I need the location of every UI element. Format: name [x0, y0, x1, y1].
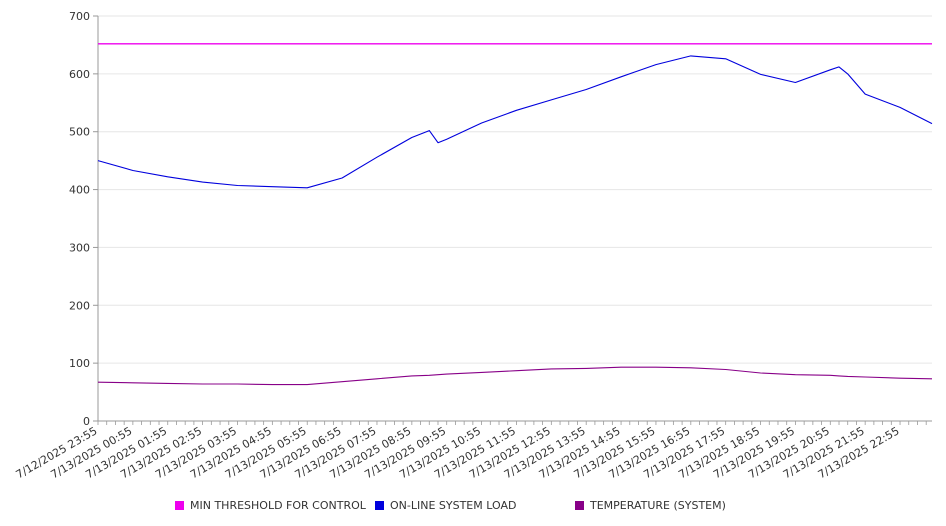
legend-swatch-temperature — [575, 501, 584, 510]
y-tick-label: 200 — [69, 299, 90, 312]
y-tick-label: 600 — [69, 68, 90, 81]
axes — [93, 15, 932, 425]
legend-item-temperature[interactable]: TEMPERATURE (SYSTEM) — [575, 499, 726, 512]
series-line-load — [97, 55, 933, 189]
legend-label-load: ON-LINE SYSTEM LOAD — [390, 499, 517, 512]
legend: MIN THRESHOLD FOR CONTROL ON-LINE SYSTEM… — [0, 499, 946, 515]
grid-lines — [98, 15, 932, 364]
legend-label-temperature: TEMPERATURE (SYSTEM) — [590, 499, 726, 512]
legend-item-load[interactable]: ON-LINE SYSTEM LOAD — [375, 499, 516, 512]
y-tick-label: 300 — [69, 241, 90, 254]
y-tick-labels: 0 100 200 300 400 500 600 700 — [69, 10, 90, 428]
legend-swatch-load — [375, 501, 384, 510]
legend-swatch-threshold — [175, 501, 184, 510]
x-tick-labels: 7/12/2025 23:557/13/2025 00:557/13/2025 … — [14, 424, 902, 481]
y-tick-label: 100 — [69, 357, 90, 370]
series-line-temperature — [97, 366, 933, 386]
y-tick-label: 700 — [69, 10, 90, 23]
y-tick-label: 0 — [83, 415, 90, 428]
legend-label-threshold: MIN THRESHOLD FOR CONTROL — [190, 499, 366, 512]
legend-item-threshold[interactable]: MIN THRESHOLD FOR CONTROL — [175, 499, 366, 512]
y-tick-label: 500 — [69, 126, 90, 139]
y-tick-label: 400 — [69, 184, 90, 197]
series-lines — [97, 43, 933, 386]
